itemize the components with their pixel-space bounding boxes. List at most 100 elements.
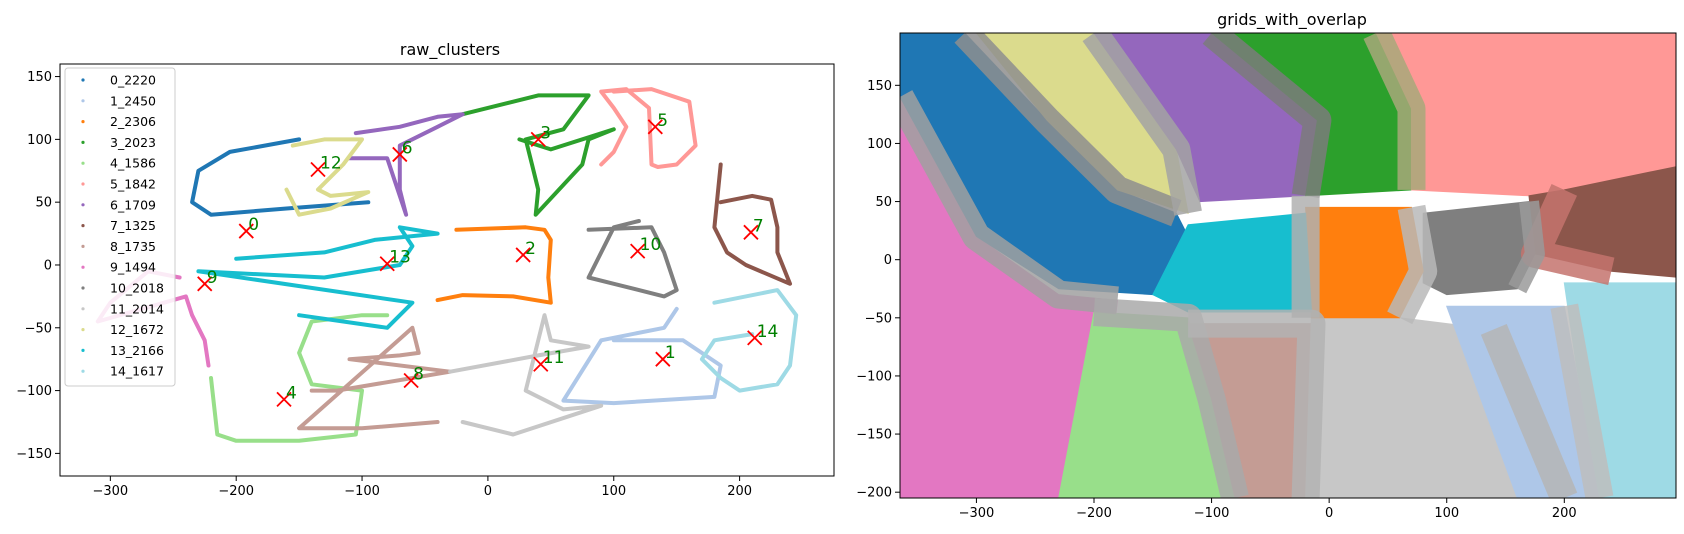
cluster-center-label: 11 (543, 348, 565, 368)
cluster-center-marker (403, 372, 419, 389)
overlap-band (954, 33, 1182, 227)
y-tick-label: 100 (867, 137, 892, 152)
legend-label: 12_1672 (110, 322, 164, 337)
legend-marker (81, 265, 85, 269)
legend-label: 5_1842 (110, 177, 156, 192)
legend-label: 14_1617 (110, 364, 164, 379)
cluster-center-label: 10 (640, 235, 662, 255)
overlap-band (1202, 33, 1332, 198)
legend-marker (81, 120, 85, 124)
cluster-center-marker (238, 223, 254, 239)
x-tick-label: 100 (1434, 506, 1459, 521)
cluster-track (196, 225, 440, 330)
overlap-band (1082, 33, 1202, 216)
x-tick-label: −200 (1076, 506, 1112, 521)
overlap-band (1387, 204, 1438, 325)
legend-label: 4_1586 (110, 156, 156, 171)
legend-label: 6_1709 (110, 197, 156, 212)
overlap-band (1550, 303, 1614, 498)
x-tick-label: 0 (484, 484, 492, 499)
legend-marker (81, 99, 85, 103)
cluster-center-label: 1 (665, 343, 676, 363)
legend-marker (81, 244, 85, 248)
x-tick-label: −300 (92, 484, 128, 499)
cluster-center-label: 12 (320, 154, 342, 174)
cluster-track (284, 137, 371, 217)
raw-clusters-title: raw_clusters (400, 40, 500, 60)
cluster-track (435, 225, 553, 305)
raw-clusters-frame (59, 63, 835, 477)
cluster-center-label: 3 (540, 123, 551, 143)
cluster-center-marker (647, 119, 663, 135)
y-tick-label: 50 (875, 195, 892, 210)
cluster-track (586, 219, 679, 299)
cluster-track (190, 137, 371, 217)
y-tick-label: 0 (884, 253, 892, 268)
legend-label: 7_1325 (110, 218, 156, 233)
cluster-center-label: 5 (657, 111, 668, 131)
y-tick-label: −200 (856, 486, 892, 501)
y-tick-label: 50 (35, 196, 52, 211)
cluster-track (209, 313, 390, 443)
cluster-track (448, 313, 604, 437)
legend-label: 8_1735 (110, 239, 156, 254)
x-tick-label: 0 (1325, 506, 1333, 521)
x-tick-label: 200 (727, 484, 752, 499)
legend-marker (81, 224, 85, 228)
cluster-center-marker (533, 356, 549, 372)
legend-label: 10_2018 (110, 281, 164, 296)
legend-marker (81, 161, 85, 165)
x-tick-label: −300 (959, 506, 995, 521)
cluster-center-label: 7 (753, 216, 764, 236)
legend-marker (81, 203, 85, 207)
legend-label: 13_2166 (110, 343, 164, 358)
cluster-center-label: 6 (402, 138, 413, 158)
y-tick-label: 0 (44, 258, 52, 273)
y-tick-label: 150 (867, 79, 892, 94)
legend-label: 0_2220 (110, 73, 156, 88)
legend-marker (81, 182, 85, 186)
cluster-center-marker (655, 351, 671, 367)
legend-label: 11_2014 (110, 301, 164, 316)
cluster-track (561, 306, 723, 406)
y-tick-label: −100 (856, 369, 892, 384)
grids-with-overlap-panel: grids_with_overlap −300 −200 −100 0 100 200 −2… (856, 10, 1677, 521)
legend-marker (81, 78, 85, 82)
y-tick-label: −100 (16, 384, 52, 399)
x-tick-label: 100 (601, 484, 626, 499)
cluster-center-label: 14 (757, 322, 779, 342)
cluster-center-label: 4 (286, 383, 297, 403)
cluster-center-marker (747, 330, 763, 346)
legend-label: 9_1494 (110, 260, 156, 275)
legend-marker (81, 307, 85, 311)
overlap-band (1188, 309, 1326, 498)
legend-marker (81, 369, 85, 373)
legend-box (64, 67, 176, 387)
y-tick-label: −50 (865, 311, 892, 326)
overlap-band (900, 90, 1119, 315)
overlap-band (1508, 200, 1545, 294)
grids-title: grids_with_overlap (1217, 10, 1367, 30)
overlap-band (1480, 323, 1578, 498)
cluster-track (297, 325, 453, 431)
cluster-track (460, 93, 616, 217)
cluster-center-label: 9 (207, 268, 218, 288)
cluster-center-marker (310, 161, 326, 178)
cluster-track (599, 87, 698, 169)
legend-marker (81, 348, 85, 352)
cluster-center-label: 2 (525, 239, 536, 259)
legend-marker (81, 286, 85, 290)
cluster-center-marker (197, 276, 213, 292)
y-tick-label: 150 (27, 70, 52, 85)
legend-label: 1_2450 (110, 93, 156, 108)
cluster-center-marker (379, 256, 395, 272)
cluster-center-marker (630, 243, 646, 259)
legend-marker (81, 328, 85, 332)
y-tick-label: 100 (27, 133, 52, 148)
cluster-center-marker (515, 247, 531, 263)
legend-marker (81, 140, 85, 144)
legend-label: 2_2306 (110, 114, 156, 129)
cluster-center-marker (392, 146, 408, 163)
cluster-center-marker (276, 391, 292, 408)
